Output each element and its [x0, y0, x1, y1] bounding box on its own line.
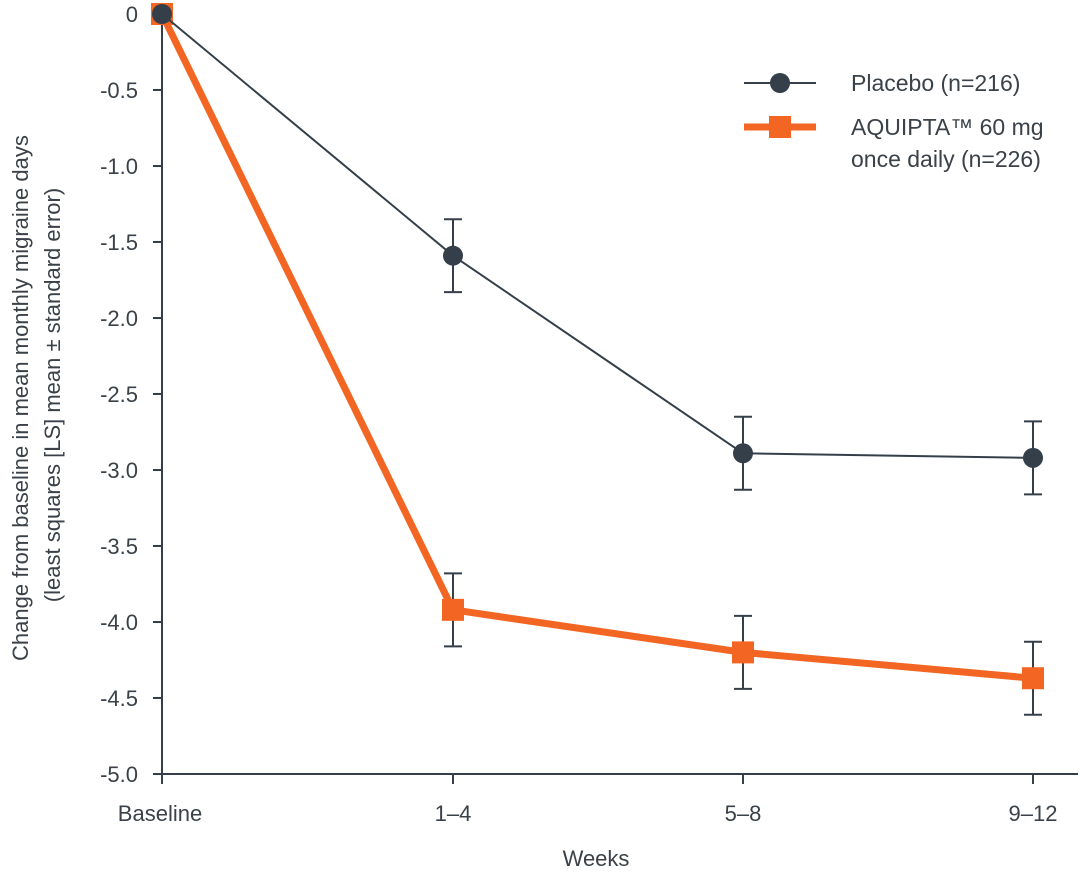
x-axis-title: Weeks [563, 846, 630, 871]
y-axis-ticks: 0 -0.5 -1.0 -1.5 -2.0 -2.5 -3.0 -3.5 -4.0 -4.5 -5.… [100, 2, 162, 787]
y-tick-label: -5.0 [100, 762, 138, 787]
y-tick-label: -1.0 [100, 154, 138, 179]
y-tick-label: -2.5 [100, 382, 138, 407]
legend-placebo-label: Placebo (n=216) [851, 70, 1020, 96]
y-axis-title: Change from baseline in mean monthly mig… [8, 129, 65, 661]
x-tick-label: 1–4 [435, 801, 472, 826]
y-tick-label: 0 [126, 2, 138, 27]
series-line [161, 13, 1034, 459]
data-point [1023, 447, 1043, 468]
data-point [443, 245, 463, 266]
y-tick-label: -4.0 [100, 610, 138, 635]
data-point [1022, 667, 1044, 690]
legend-aquipta-label-line-2: once daily (n=226) [851, 146, 1041, 172]
series-layer [151, 3, 1044, 716]
y-tick-label: -0.5 [100, 78, 138, 103]
legend-aquipta-label: AQUIPTA™ 60 mg once daily (n=226) [851, 114, 1050, 172]
series-line [158, 12, 1034, 682]
y-tick-label: -3.0 [100, 458, 138, 483]
x-tick-label: Baseline [118, 801, 202, 826]
series-placebo [152, 4, 1043, 496]
x-tick-label: 9–12 [1009, 801, 1058, 826]
data-point [732, 641, 754, 664]
y-tick-label: -2.0 [100, 306, 138, 331]
y-axis-title-line-2: (least squares [LS] mean ± standard erro… [40, 188, 65, 602]
chart-axes [161, 8, 1078, 775]
y-axis-title-line-1: Change from baseline in mean monthly mig… [8, 135, 33, 661]
legend-aquipta-label-line-1: AQUIPTA™ 60 mg [851, 114, 1044, 140]
legend-aquipta-marker [769, 116, 791, 138]
legend-placebo-marker [770, 73, 790, 93]
data-point [152, 4, 172, 24]
legend: Placebo (n=216) AQUIPTA™ 60 mg once dail… [744, 70, 1050, 172]
y-tick-label: -3.5 [100, 534, 138, 559]
data-point [733, 443, 753, 464]
y-tick-label: -4.5 [100, 686, 138, 711]
data-point [442, 598, 464, 621]
x-axis-ticks: Baseline 1–4 5–8 9–12 [118, 774, 1058, 826]
series-aquipta [151, 3, 1044, 716]
x-tick-label: 5–8 [725, 801, 762, 826]
y-tick-label: -1.5 [100, 230, 138, 255]
